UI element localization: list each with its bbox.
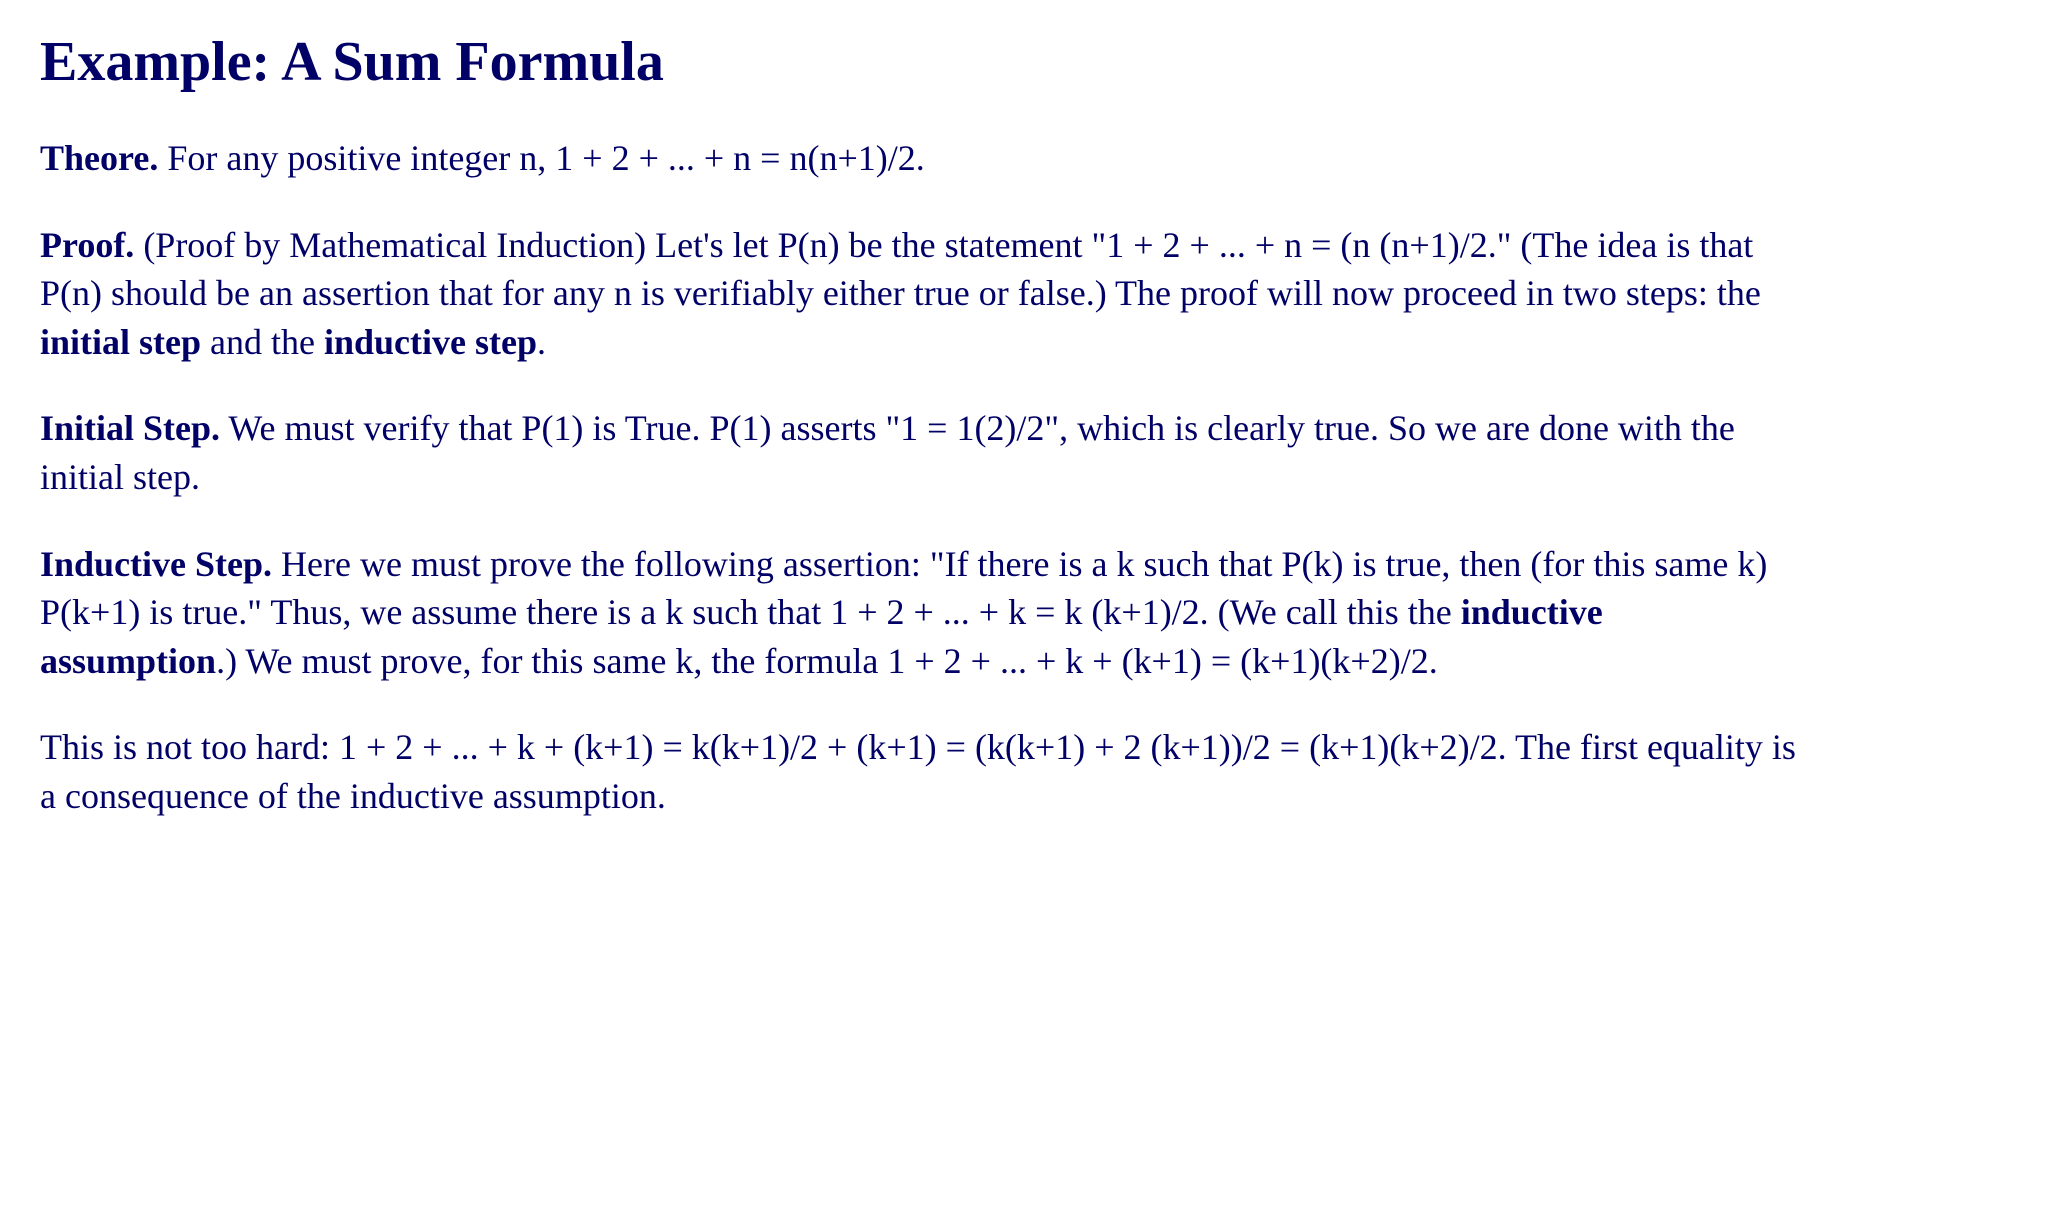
proof-label: Proof. xyxy=(40,225,134,265)
theorem-label: Theore. xyxy=(40,138,158,178)
page-title: Example: A Sum Formula xyxy=(40,30,2006,94)
initial-step-label: Initial Step. xyxy=(40,408,220,448)
closing-paragraph: This is not too hard: 1 + 2 + ... + k + … xyxy=(40,723,1800,820)
theorem-text: For any positive integer n, 1 + 2 + ... … xyxy=(158,138,924,178)
proof-text-c: . xyxy=(537,322,546,362)
inductive-text-b: .) We must prove, for this same k, the f… xyxy=(216,641,1438,681)
inductive-step-paragraph: Inductive Step. Here we must prove the f… xyxy=(40,540,1800,686)
inductive-step-label: Inductive Step. xyxy=(40,544,272,584)
initial-step-term: initial step xyxy=(40,322,201,362)
initial-step-text: We must verify that P(1) is True. P(1) a… xyxy=(40,408,1735,497)
inductive-step-term: inductive step xyxy=(324,322,537,362)
proof-paragraph: Proof. (Proof by Mathematical Induction)… xyxy=(40,221,1800,367)
closing-text: This is not too hard: 1 + 2 + ... + k + … xyxy=(40,727,1796,816)
proof-text-a: (Proof by Mathematical Induction) Let's … xyxy=(40,225,1761,314)
proof-text-b: and the xyxy=(201,322,324,362)
theorem-paragraph: Theore. For any positive integer n, 1 + … xyxy=(40,134,1800,183)
initial-step-paragraph: Initial Step. We must verify that P(1) i… xyxy=(40,404,1800,501)
